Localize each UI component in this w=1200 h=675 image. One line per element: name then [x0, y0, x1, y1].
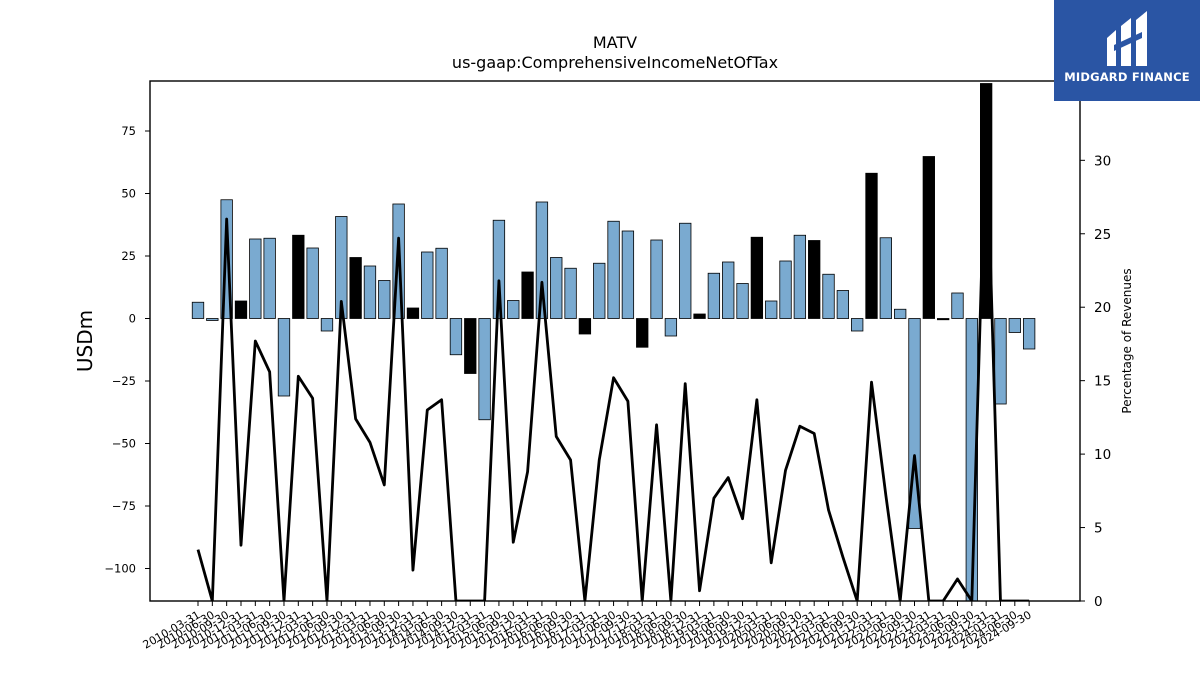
bar-2015-03-31: [478, 318, 491, 421]
bar-2021-06-30: [836, 290, 849, 319]
y2-tick-label: 10: [1094, 447, 1111, 463]
bar-2017-06-30: [607, 220, 620, 319]
bar-2013-03-31: [363, 265, 377, 319]
bar-2015-12-31: [521, 271, 534, 319]
y-axis-label: USDm: [73, 310, 97, 372]
bar-2011-09-30: [277, 318, 291, 397]
bar-2019-06-30: [722, 261, 735, 319]
logo-mark-icon: [1107, 11, 1147, 66]
y-tick-label: 0: [129, 312, 136, 326]
bar-2023-03-31: [937, 318, 950, 321]
bar-2024-03-31: [994, 318, 1007, 405]
bar-2018-06-30: [664, 318, 678, 337]
plot-frame: [149, 80, 1081, 602]
bar-2016-09-30: [564, 267, 577, 319]
bar-2021-09-30: [851, 318, 864, 332]
logo-text: MIDGARD FINANCE: [1064, 70, 1190, 84]
bar-2012-03-31: [306, 247, 319, 319]
y-tick-label: −25: [112, 374, 136, 388]
bar-2017-12-31: [636, 318, 649, 348]
bar-2010-09-30: [220, 199, 233, 319]
bar-2017-03-31: [593, 262, 606, 319]
plot-area: 7550250−25−50−75−1000510152025302010-03-…: [104, 80, 1111, 652]
bar-2014-09-30: [449, 318, 463, 356]
bar-2022-09-30: [908, 318, 921, 529]
y-tick-label: −100: [104, 562, 136, 576]
bar-2023-06-30: [951, 292, 964, 319]
bar-2011-12-31: [292, 234, 305, 319]
bar-2014-03-31: [421, 251, 434, 319]
bar-2012-12-31: [349, 257, 362, 319]
bar-2018-09-30: [679, 222, 692, 319]
bar-2022-12-31: [922, 156, 935, 319]
brand-logo: MIDGARD FINANCE: [1054, 0, 1200, 101]
bar-2020-09-30: [793, 234, 807, 319]
bar-2024-09-30: [1022, 318, 1036, 350]
y-tick-label: −75: [112, 499, 136, 513]
y2-tick-label: 30: [1094, 153, 1111, 169]
bar-2010-12-31: [234, 300, 248, 319]
bar-2020-03-31: [765, 300, 778, 319]
bar-2022-06-30: [894, 308, 907, 319]
y2-tick-label: 20: [1094, 300, 1111, 316]
bar-2016-06-30: [550, 257, 563, 319]
bar-2013-12-31: [406, 307, 420, 319]
bar-2023-09-30: [965, 318, 978, 601]
chart-title: MATV: [593, 33, 637, 52]
bar-2013-06-30: [378, 280, 391, 319]
plot-inner: [191, 83, 1036, 601]
bar-2023-12-31: [980, 83, 993, 319]
y2-tick-label: 0: [1094, 594, 1103, 610]
chart-subtitle: us-gaap:ComprehensiveIncomeNetOfTax: [452, 53, 778, 72]
bar-2014-06-30: [435, 247, 448, 319]
bar-2020-06-30: [779, 260, 792, 319]
bar-2016-03-31: [535, 201, 549, 319]
bar-2018-03-31: [650, 239, 663, 319]
bar-2021-03-31: [822, 273, 835, 319]
bar-2015-09-30: [507, 300, 520, 319]
bar-2015-06-30: [492, 219, 506, 319]
y-tick-label: 50: [121, 187, 136, 201]
bar-2019-03-31: [707, 272, 721, 319]
bar-2019-12-31: [750, 236, 764, 319]
y2-tick-label: 15: [1094, 374, 1111, 390]
bar-2019-09-30: [736, 283, 749, 319]
bar-2014-12-31: [464, 318, 477, 374]
y2-tick-label: 5: [1094, 521, 1103, 537]
y-tick-label: −50: [112, 437, 136, 451]
y2-axis-label: Percentage of Revenues: [1120, 268, 1134, 413]
y-tick-label: 75: [121, 124, 136, 138]
bar-2010-03-31: [191, 301, 205, 319]
bar-2016-12-31: [578, 318, 592, 335]
bar-2020-12-31: [808, 240, 821, 319]
bar-2017-09-30: [621, 230, 635, 319]
bar-2011-03-31: [249, 238, 262, 319]
percentage-line: [196, 114, 1030, 601]
y2-tick-label: 25: [1094, 227, 1111, 243]
bar-2021-12-31: [865, 172, 878, 319]
bar-2011-06-30: [263, 237, 276, 319]
y-tick-label: 25: [121, 249, 136, 263]
bar-2022-03-31: [879, 237, 892, 319]
bar-2010-06-30: [206, 318, 219, 321]
bar-2012-06-30: [320, 318, 334, 332]
bar-2018-12-31: [693, 313, 706, 319]
bar-2024-06-30: [1008, 318, 1021, 333]
